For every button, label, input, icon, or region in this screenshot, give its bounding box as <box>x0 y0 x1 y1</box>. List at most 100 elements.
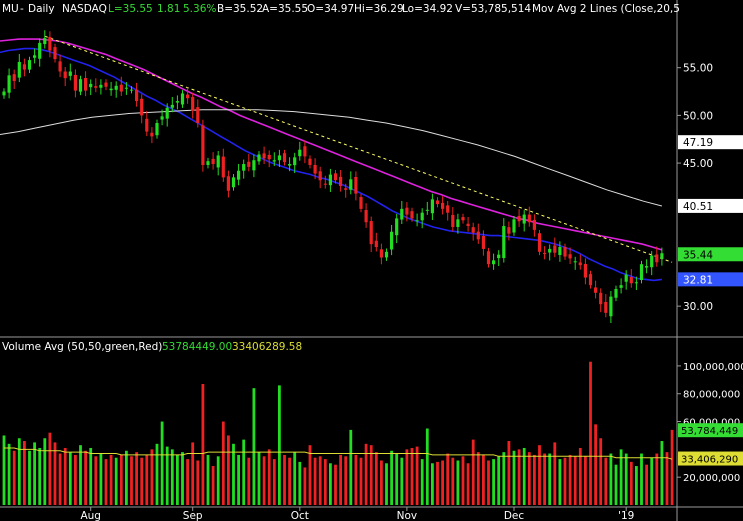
candle-body <box>33 55 37 58</box>
candle <box>216 150 220 176</box>
header-period: Daily <box>28 3 55 15</box>
candle <box>344 183 348 198</box>
volume-bar <box>635 466 638 505</box>
volume-bar <box>89 447 93 505</box>
candle <box>517 209 521 227</box>
volume-bar <box>191 442 195 505</box>
candle-body <box>609 296 613 317</box>
price-label-text: 32.81 <box>683 274 713 286</box>
candle <box>497 250 501 266</box>
candle-body <box>349 179 353 190</box>
moving-average-ma50 <box>0 38 663 251</box>
candle <box>242 159 246 179</box>
candle <box>94 78 98 93</box>
volume-bar <box>125 450 128 505</box>
candle <box>405 202 409 222</box>
volume-bar <box>130 456 133 505</box>
candle-body <box>73 74 77 91</box>
price-label-box <box>678 272 743 287</box>
candle <box>48 31 52 58</box>
volume-bar <box>94 456 98 505</box>
volume-bar <box>624 453 628 505</box>
candle-body <box>451 214 455 227</box>
time-tick-label: Sep <box>183 510 203 521</box>
candle <box>471 222 475 241</box>
candle-body <box>252 160 256 171</box>
volume-bar <box>441 460 444 505</box>
volume-bar <box>482 454 485 505</box>
candle <box>231 174 236 191</box>
price-label-text: 47.19 <box>683 137 713 149</box>
volume-bar <box>640 453 643 505</box>
candle-body <box>379 249 383 258</box>
candle-body <box>27 60 32 70</box>
candle-body <box>84 77 88 91</box>
price-tick-label: 55.00 <box>683 63 713 75</box>
volume-bar <box>303 467 307 505</box>
candle <box>410 207 414 222</box>
candle-body <box>48 36 52 51</box>
volume-bar <box>298 461 302 505</box>
volume-bar <box>476 452 480 505</box>
candle-body <box>456 219 460 227</box>
candle-body <box>359 197 363 209</box>
candle <box>655 246 659 267</box>
candle-body <box>150 132 154 137</box>
candle-body <box>558 247 562 256</box>
candle <box>639 260 644 284</box>
candle <box>53 43 57 63</box>
candle-body <box>395 218 399 236</box>
candle-body <box>221 156 225 178</box>
candle <box>288 157 292 172</box>
candle <box>395 213 399 244</box>
candle <box>89 79 93 96</box>
volume-bar <box>318 456 322 505</box>
volume-bar <box>645 464 648 505</box>
candle-body <box>180 93 185 105</box>
candle-body <box>257 154 261 162</box>
volume-bar <box>2 435 6 505</box>
candle <box>461 213 465 224</box>
candle-body <box>660 253 664 259</box>
candle-body <box>135 89 139 102</box>
candle-body <box>400 208 404 220</box>
candle <box>604 294 608 318</box>
price-label-box <box>678 198 743 213</box>
candle-body <box>308 158 312 165</box>
candle-body <box>364 210 368 223</box>
candle-body <box>211 158 215 165</box>
candle-body <box>140 98 144 116</box>
candle <box>390 224 394 256</box>
volume-bar <box>374 452 378 505</box>
volume-bar <box>629 461 633 505</box>
candle-body <box>650 255 654 268</box>
volume-bar <box>145 454 149 505</box>
candle <box>84 71 88 97</box>
volume-bar <box>502 452 506 505</box>
candle-body <box>512 219 516 233</box>
volume-axis-value-labels: 53,784,449 33,406,290 <box>678 423 743 466</box>
volume-bar <box>655 453 659 505</box>
candle <box>226 170 230 198</box>
candle-body <box>578 262 582 266</box>
candle <box>594 280 598 299</box>
volume-bar <box>119 454 123 505</box>
volume-bar <box>527 452 531 505</box>
price-tick-label: 30.00 <box>683 301 713 313</box>
candle <box>175 95 179 110</box>
volume-bar <box>176 454 179 505</box>
candle <box>583 258 587 285</box>
volume-bar <box>267 449 271 505</box>
candle-body <box>619 285 623 288</box>
volume-label-text: 33,406,290 <box>681 455 738 466</box>
candle-body <box>548 248 552 253</box>
candle <box>129 86 134 94</box>
candle-body <box>170 104 174 108</box>
candle-body <box>461 217 465 221</box>
candle <box>527 206 531 227</box>
candle <box>22 58 26 77</box>
candle <box>313 158 317 180</box>
time-tick-label: '19 <box>618 510 634 521</box>
candle <box>415 213 419 227</box>
